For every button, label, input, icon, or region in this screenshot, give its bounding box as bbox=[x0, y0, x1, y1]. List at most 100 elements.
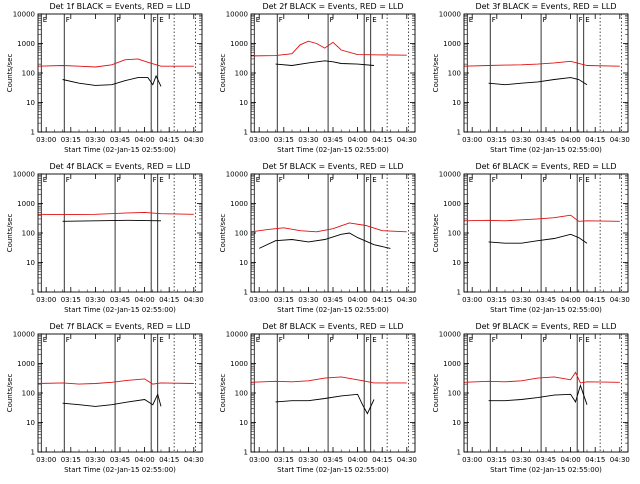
panel-title: Det 7f BLACK = Events, RED = LLD bbox=[49, 322, 190, 331]
panel-title: Det 5f BLACK = Events, RED = LLD bbox=[262, 162, 403, 171]
detector-panel: Det 3f BLACK = Events, RED = LLD Counts/s… bbox=[432, 2, 630, 154]
detector-panel: Det 4f BLACK = Events, RED = LLD Counts/s… bbox=[6, 162, 204, 314]
x-tick-label: 04:15 bbox=[585, 456, 605, 464]
events-series-line bbox=[275, 393, 375, 415]
event-marker-label: F bbox=[579, 16, 583, 24]
event-marker-label: F bbox=[492, 336, 496, 344]
x-tick-label: 03:00 bbox=[36, 456, 56, 464]
event-marker-label: E bbox=[256, 16, 260, 24]
detector-panel: Det 5f BLACK = Events, RED = LLD Counts/s… bbox=[219, 162, 417, 314]
y-tick-label: 10 bbox=[452, 419, 461, 427]
event-marker-label: E bbox=[469, 176, 473, 184]
y-tick-label: 10 bbox=[26, 259, 35, 267]
x-tick-label: 03:30 bbox=[511, 136, 531, 144]
y-axis-label: Counts/sec bbox=[219, 54, 227, 93]
event-marker-label: E bbox=[585, 176, 589, 184]
x-tick-label: 04:15 bbox=[585, 136, 605, 144]
y-tick-label: 1000 bbox=[17, 360, 35, 368]
event-marker-label: E bbox=[159, 16, 163, 24]
event-marker-label: F bbox=[330, 176, 334, 184]
y-axis-label: Counts/sec bbox=[6, 214, 14, 253]
event-marker-label: E bbox=[43, 336, 47, 344]
event-marker-label: F bbox=[117, 16, 121, 24]
x-axis-label: Start Time (02-Jan-15 02:55:00) bbox=[64, 146, 176, 154]
lld-series-line bbox=[37, 211, 194, 216]
x-tick-label: 04:00 bbox=[561, 296, 581, 304]
panel-title: Det 3f BLACK = Events, RED = LLD bbox=[475, 2, 616, 11]
x-tick-label: 03:00 bbox=[36, 296, 56, 304]
x-tick-label: 04:00 bbox=[348, 456, 368, 464]
x-tick-label: 03:45 bbox=[110, 136, 130, 144]
x-tick-label: 03:00 bbox=[462, 456, 482, 464]
x-tick-label: 03:30 bbox=[298, 136, 318, 144]
y-tick-label: 1 bbox=[244, 289, 248, 297]
detector-panel: Det 7f BLACK = Events, RED = LLD Counts/s… bbox=[6, 322, 204, 474]
event-marker-label: F bbox=[66, 336, 70, 344]
x-tick-label: 03:15 bbox=[487, 136, 507, 144]
x-tick-label: 03:45 bbox=[323, 456, 343, 464]
y-tick-label: 1000 bbox=[230, 360, 248, 368]
event-marker-label: F bbox=[330, 336, 334, 344]
panel-title: Det 1f BLACK = Events, RED = LLD bbox=[49, 2, 190, 11]
panel-title: Det 8f BLACK = Events, RED = LLD bbox=[262, 322, 403, 331]
x-tick-label: 03:45 bbox=[536, 456, 556, 464]
x-tick-label: 03:15 bbox=[274, 136, 294, 144]
y-tick-label: 100 bbox=[22, 390, 35, 398]
x-axis-label: Start Time (02-Jan-15 02:55:00) bbox=[277, 466, 389, 474]
event-marker-label: E bbox=[372, 16, 376, 24]
plot-frame bbox=[463, 13, 629, 133]
event-marker-label: E bbox=[43, 16, 47, 24]
x-tick-label: 04:00 bbox=[135, 456, 155, 464]
x-tick-label: 03:15 bbox=[274, 456, 294, 464]
events-series-line bbox=[62, 74, 162, 87]
x-axis-label: Start Time (02-Jan-15 02:55:00) bbox=[490, 306, 602, 314]
plot-frame bbox=[37, 13, 203, 133]
events-series-line bbox=[259, 232, 391, 249]
x-tick-label: 03:30 bbox=[511, 456, 531, 464]
x-tick-label: 04:30 bbox=[184, 136, 204, 144]
plot-frame bbox=[250, 173, 416, 293]
y-tick-label: 1 bbox=[31, 289, 35, 297]
x-axis-label: Start Time (02-Jan-15 02:55:00) bbox=[64, 306, 176, 314]
y-tick-label: 1000 bbox=[443, 360, 461, 368]
x-axis-label: Start Time (02-Jan-15 02:55:00) bbox=[490, 466, 602, 474]
event-marker-label: E bbox=[159, 176, 163, 184]
y-tick-label: 1000 bbox=[17, 200, 35, 208]
detector-panel: Det 9f BLACK = Events, RED = LLD Counts/s… bbox=[432, 322, 630, 474]
x-tick-label: 03:15 bbox=[274, 296, 294, 304]
x-tick-label: 03:45 bbox=[536, 296, 556, 304]
y-tick-label: 1 bbox=[31, 129, 35, 137]
x-tick-label: 04:15 bbox=[372, 296, 392, 304]
x-tick-label: 03:00 bbox=[462, 296, 482, 304]
event-marker-label: F bbox=[543, 16, 547, 24]
y-tick-label: 100 bbox=[235, 230, 248, 238]
y-axis-label: Counts/sec bbox=[432, 374, 440, 413]
y-tick-label: 10000 bbox=[13, 11, 35, 19]
y-tick-label: 1 bbox=[31, 449, 35, 457]
x-tick-label: 04:15 bbox=[159, 296, 179, 304]
event-marker-label: F bbox=[66, 16, 70, 24]
x-tick-label: 04:30 bbox=[610, 456, 630, 464]
event-marker-label: E bbox=[43, 176, 47, 184]
y-tick-label: 10 bbox=[452, 99, 461, 107]
x-tick-label: 04:30 bbox=[397, 456, 417, 464]
event-marker-label: F bbox=[279, 16, 283, 24]
event-marker-label: E bbox=[159, 336, 163, 344]
plot-frame bbox=[37, 333, 203, 453]
detector-panel: Det 2f BLACK = Events, RED = LLD Counts/s… bbox=[219, 2, 417, 154]
x-tick-label: 04:15 bbox=[372, 136, 392, 144]
y-tick-label: 1000 bbox=[230, 200, 248, 208]
y-tick-label: 10000 bbox=[439, 171, 461, 179]
x-tick-label: 04:30 bbox=[184, 296, 204, 304]
y-axis-label: Counts/sec bbox=[219, 214, 227, 253]
x-tick-label: 03:15 bbox=[61, 456, 81, 464]
x-axis-label: Start Time (02-Jan-15 02:55:00) bbox=[277, 146, 389, 154]
y-tick-label: 1 bbox=[457, 289, 461, 297]
event-marker-label: E bbox=[372, 336, 376, 344]
event-marker-label: F bbox=[492, 176, 496, 184]
x-tick-label: 04:00 bbox=[135, 296, 155, 304]
event-marker-label: F bbox=[153, 336, 157, 344]
event-marker-label: F bbox=[153, 176, 157, 184]
